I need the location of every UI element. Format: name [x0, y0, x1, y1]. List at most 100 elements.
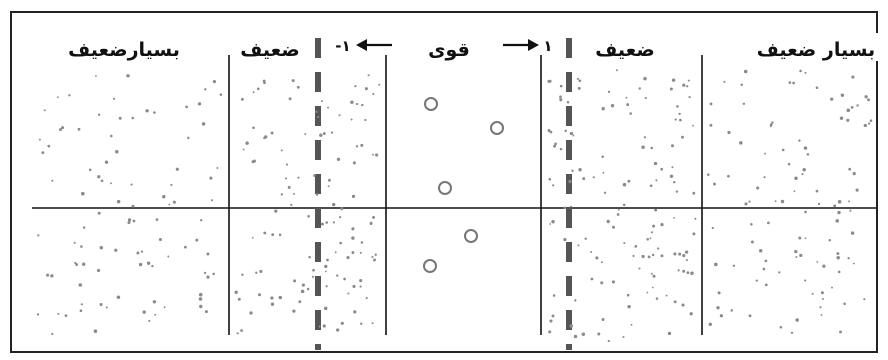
scatter-dot: [148, 319, 151, 322]
scatter-dot: [682, 269, 686, 273]
scatter-dot: [41, 151, 45, 155]
scatter-dot: [127, 220, 131, 225]
scatter-dot: [582, 177, 586, 181]
scatter-dot: [840, 93, 845, 97]
scatter-dot: [278, 233, 282, 237]
scatter-dot: [780, 199, 785, 204]
scatter-dot: [553, 144, 557, 148]
scatter-dot: [863, 123, 867, 128]
label-very-weak-right: بسیار ضعیف: [757, 39, 875, 61]
scatter-dot: [590, 251, 593, 253]
scatter-dot: [692, 191, 696, 195]
scatter-dot: [170, 183, 173, 186]
scatter-dot: [803, 146, 808, 150]
scatter-dot: [600, 261, 603, 264]
scatter-dot: [799, 253, 803, 258]
scatter-dot: [359, 279, 363, 283]
scatter-dot: [73, 241, 76, 244]
scatter-dot: [638, 267, 641, 270]
threshold-label-right: ۱: [543, 37, 552, 55]
scatter-dot: [801, 173, 804, 176]
scatter-dot: [548, 177, 552, 181]
scatter-dot: [806, 153, 810, 156]
scatter-dot: [270, 296, 274, 300]
scatter-dot: [739, 141, 743, 145]
scatter-dot: [115, 149, 119, 154]
scatter-dot: [740, 83, 743, 86]
scatter-dot: [646, 238, 649, 241]
scatter-dot: [649, 237, 652, 240]
scatter-dot: [682, 83, 686, 87]
scatter-dot: [51, 179, 54, 182]
scatter-dot: [649, 184, 653, 188]
scatter-dot: [369, 222, 373, 225]
scatter-dot: [315, 193, 319, 196]
scatter-dot: [717, 291, 721, 295]
scatter-dot: [655, 297, 659, 300]
scatter-dot: [744, 202, 748, 206]
scatter-dot: [43, 109, 46, 112]
scatter-dot: [709, 102, 713, 106]
scatter-dot: [716, 306, 720, 310]
scatter-dot: [554, 142, 557, 146]
scatter-dot: [804, 237, 807, 240]
scatter-dot: [719, 314, 724, 318]
scatter-dot: [80, 303, 83, 306]
scatter-dot: [764, 152, 767, 155]
scatter-dot: [835, 219, 839, 223]
scatter-dot: [112, 97, 116, 100]
scatter-dot: [627, 304, 631, 309]
scatter-dot: [576, 77, 579, 80]
scatter-dot: [654, 208, 658, 212]
scatter-dot: [131, 116, 134, 120]
scatter-dot: [678, 252, 682, 256]
scatter-dot: [315, 110, 318, 113]
scatter-dot: [367, 74, 370, 77]
scatter-dot: [714, 262, 718, 267]
scatter-dot: [97, 211, 101, 215]
scatter-dot: [577, 244, 580, 247]
scatter-dot: [836, 255, 840, 260]
scatter-dot: [804, 279, 807, 282]
scatter-dot: [559, 84, 563, 88]
strong-point: [438, 181, 452, 195]
scatter-dot: [127, 218, 132, 222]
scatter-dot: [297, 176, 300, 179]
scatter-dot: [360, 143, 364, 147]
scatter-dot: [831, 286, 833, 289]
scatter-dot: [743, 69, 748, 74]
scatter-dot: [592, 176, 595, 179]
strong-point: [424, 97, 438, 111]
scatter-dot: [686, 85, 689, 88]
scatter-dot: [304, 133, 307, 135]
scatter-dot: [99, 302, 103, 307]
scatter-dot: [168, 203, 171, 206]
scatter-dot: [778, 271, 781, 274]
scatter-dot: [175, 167, 179, 171]
scatter-dot: [638, 87, 641, 90]
scatter-dot: [203, 271, 207, 275]
scatter-dot: [846, 118, 850, 122]
scatter-dot: [839, 116, 844, 120]
scatter-dot: [853, 262, 855, 265]
scatter-dot: [326, 258, 329, 262]
scatter-dot: [839, 330, 842, 334]
scatter-dot: [677, 269, 680, 272]
scatter-dot: [162, 194, 166, 199]
scatter-dot: [690, 271, 694, 276]
scatter-dot: [688, 95, 691, 99]
scatter-dots: [36, 69, 873, 343]
scatter-dot: [711, 226, 714, 230]
arrow-left-icon: [356, 39, 392, 51]
scatter-dot: [201, 122, 206, 126]
scatter-dot: [82, 262, 86, 266]
scatter-dot: [306, 287, 310, 291]
scatter-dot: [312, 268, 315, 272]
scatter-dot: [56, 96, 59, 99]
scatter-dot: [578, 79, 582, 83]
scatter-dot: [670, 144, 675, 148]
scatter-dot: [771, 121, 774, 124]
scatter-dot: [603, 191, 607, 194]
scatter-dot: [371, 322, 374, 325]
